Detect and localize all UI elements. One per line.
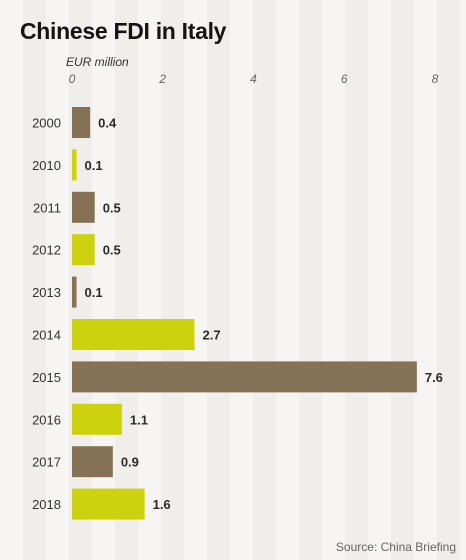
x-tick-label: 8: [432, 72, 439, 86]
data-label: 0.4: [98, 116, 117, 131]
category-label: 2016: [32, 412, 61, 427]
bar: [72, 488, 145, 520]
bar: [72, 107, 91, 138]
data-label: 1.6: [153, 497, 171, 512]
chart-title: Chinese FDI in Italy: [20, 18, 227, 44]
data-label: 1.1: [130, 412, 148, 427]
x-tick-label: 4: [250, 72, 257, 86]
category-label: 2018: [32, 497, 61, 512]
data-label: 0.5: [103, 243, 121, 258]
x-tick-label: 0: [69, 72, 76, 86]
data-label: 0.1: [85, 285, 103, 300]
data-label: 2.7: [203, 328, 221, 343]
bar: [72, 149, 77, 181]
bar: [72, 403, 122, 435]
data-label: 0.1: [85, 158, 103, 173]
bar: [72, 446, 113, 478]
category-label: 2013: [32, 285, 61, 300]
category-label: 2012: [32, 243, 61, 258]
data-label: 0.5: [103, 200, 121, 215]
category-label: 2015: [32, 370, 61, 385]
bar: [72, 361, 417, 393]
category-label: 2000: [32, 116, 61, 131]
data-label: 7.6: [425, 370, 443, 385]
x-tick-label: 2: [158, 72, 166, 86]
bar: [72, 319, 195, 350]
category-label: 2014: [32, 328, 61, 343]
category-label: 2017: [32, 455, 61, 470]
data-label: 0.9: [121, 455, 139, 470]
bar: [72, 234, 95, 266]
source-note: Source: China Briefing: [335, 540, 456, 554]
category-label: 2011: [33, 200, 61, 215]
category-label: 2010: [32, 158, 61, 173]
axis-unit-label: EUR million: [66, 55, 129, 69]
x-tick-label: 6: [341, 72, 348, 86]
bar: [72, 276, 77, 308]
bar: [72, 191, 95, 223]
